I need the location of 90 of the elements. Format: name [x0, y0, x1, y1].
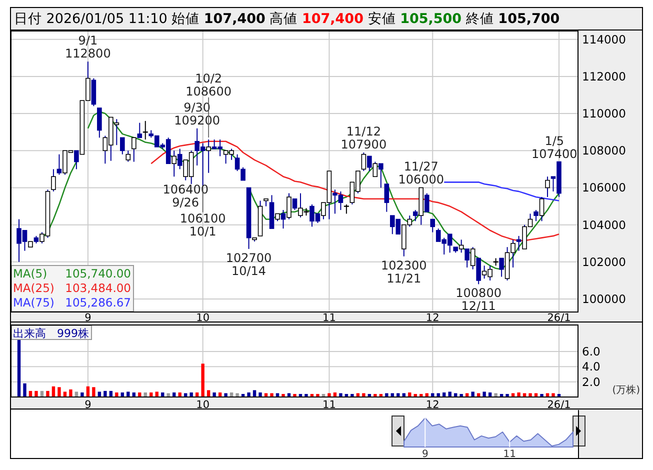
bar: [92, 387, 96, 397]
annotation: 103,484.00: [65, 281, 131, 295]
bar: [236, 393, 239, 397]
annotation: 12/11: [461, 299, 496, 314]
bar: [540, 394, 544, 397]
x-tick-label: 10: [196, 312, 210, 324]
bar: [494, 393, 498, 397]
y-axis-title: (万株): [612, 384, 640, 396]
annotation: 10/1: [189, 224, 216, 238]
bar: [316, 394, 320, 397]
y-tick-label: 6.0: [582, 344, 600, 359]
x-tick-label: 9: [84, 399, 92, 411]
annotation: 102300: [380, 258, 427, 272]
bar: [46, 390, 50, 397]
y-tick-label: 114000: [582, 32, 626, 46]
bar: [385, 393, 388, 397]
bar: [374, 394, 377, 397]
bar: [252, 390, 256, 397]
annotation: 108600: [186, 84, 232, 98]
bar: [293, 394, 296, 397]
bar: [224, 393, 228, 397]
bar: [282, 394, 285, 397]
bar: [258, 392, 262, 397]
x-tick-label: 11: [322, 312, 336, 324]
annotation: 102700: [226, 250, 272, 265]
annotation: 106100: [180, 211, 226, 226]
x-tick-label: 9: [422, 449, 428, 460]
annotation: 106000: [398, 172, 444, 187]
annotation: 11/12: [346, 124, 381, 138]
y-tick-label: 102000: [582, 254, 626, 269]
y-tick-label: 4.0: [582, 360, 600, 374]
x-tick-label: 11: [322, 399, 336, 411]
annotation: 105,286.67: [65, 296, 131, 310]
x-tick-label: 11: [503, 449, 516, 460]
bar: [69, 389, 72, 397]
x-tick-label: 12: [426, 399, 440, 411]
bar: [212, 392, 216, 397]
annotation: 9/1: [78, 34, 98, 48]
annotation: 11/27: [404, 160, 438, 174]
y-tick-label: 112000: [582, 69, 626, 84]
annotation: 10/2: [195, 71, 222, 86]
bar: [270, 393, 274, 397]
bar: [339, 393, 342, 397]
bar: [506, 394, 509, 397]
annotation: 105,740.00: [65, 266, 131, 280]
y-tick-label: 106000: [582, 180, 626, 195]
bar: [460, 394, 463, 397]
y-tick-label: 2.0: [582, 374, 600, 389]
chart-title: 出来高 999株: [13, 327, 89, 340]
bar: [23, 383, 26, 397]
bar: [58, 387, 61, 397]
bar: [34, 390, 38, 397]
bar: [528, 393, 532, 397]
annotation: 11/21: [386, 271, 422, 286]
chart-title: 日付 2026/01/05 11:10 始値 107,400 高値 107,400 安値 105,500 終値 105,700: [14, 11, 560, 27]
bar: [552, 393, 555, 397]
x-tick-label: 10: [196, 399, 210, 411]
bar: [247, 392, 250, 397]
bar: [190, 392, 193, 397]
bar: [362, 393, 366, 397]
bar: [304, 394, 308, 397]
bar: [206, 390, 210, 397]
bar: [17, 338, 21, 397]
bar: [115, 392, 118, 397]
bar: [328, 393, 331, 397]
legend: MA(5) 105,740.00 MA(25) 103,484.00 MA(75) 105,286.67: [11, 265, 134, 312]
bar: [471, 392, 474, 397]
x-tick-label: 26/1: [547, 399, 571, 411]
annotation: 107900: [340, 137, 387, 152]
bar: [104, 390, 107, 397]
y-tick-label: 104000: [582, 218, 626, 232]
y-tick-label: 100000: [582, 292, 626, 306]
bar: [482, 392, 486, 397]
bar: [201, 364, 204, 397]
x-tick-label: 9: [84, 312, 92, 324]
annotation: 107400: [531, 146, 578, 161]
annotation: 106400: [162, 182, 208, 196]
bar: [350, 394, 354, 397]
x-tick-label: 12: [426, 312, 440, 324]
y-tick-label: 110000: [582, 106, 626, 121]
annotation: 1/5: [544, 134, 564, 148]
x-tick-label: 26/1: [547, 312, 571, 324]
bar: [80, 392, 84, 397]
annotation: 100800: [456, 286, 502, 300]
y-tick-label: 108000: [582, 144, 626, 158]
annotation: 112800: [65, 46, 111, 61]
annotation: 10/14: [231, 264, 266, 278]
bar: [517, 392, 520, 397]
panel-title: 出来高 999株: [11, 325, 92, 340]
annotation: 9/26: [172, 195, 200, 210]
